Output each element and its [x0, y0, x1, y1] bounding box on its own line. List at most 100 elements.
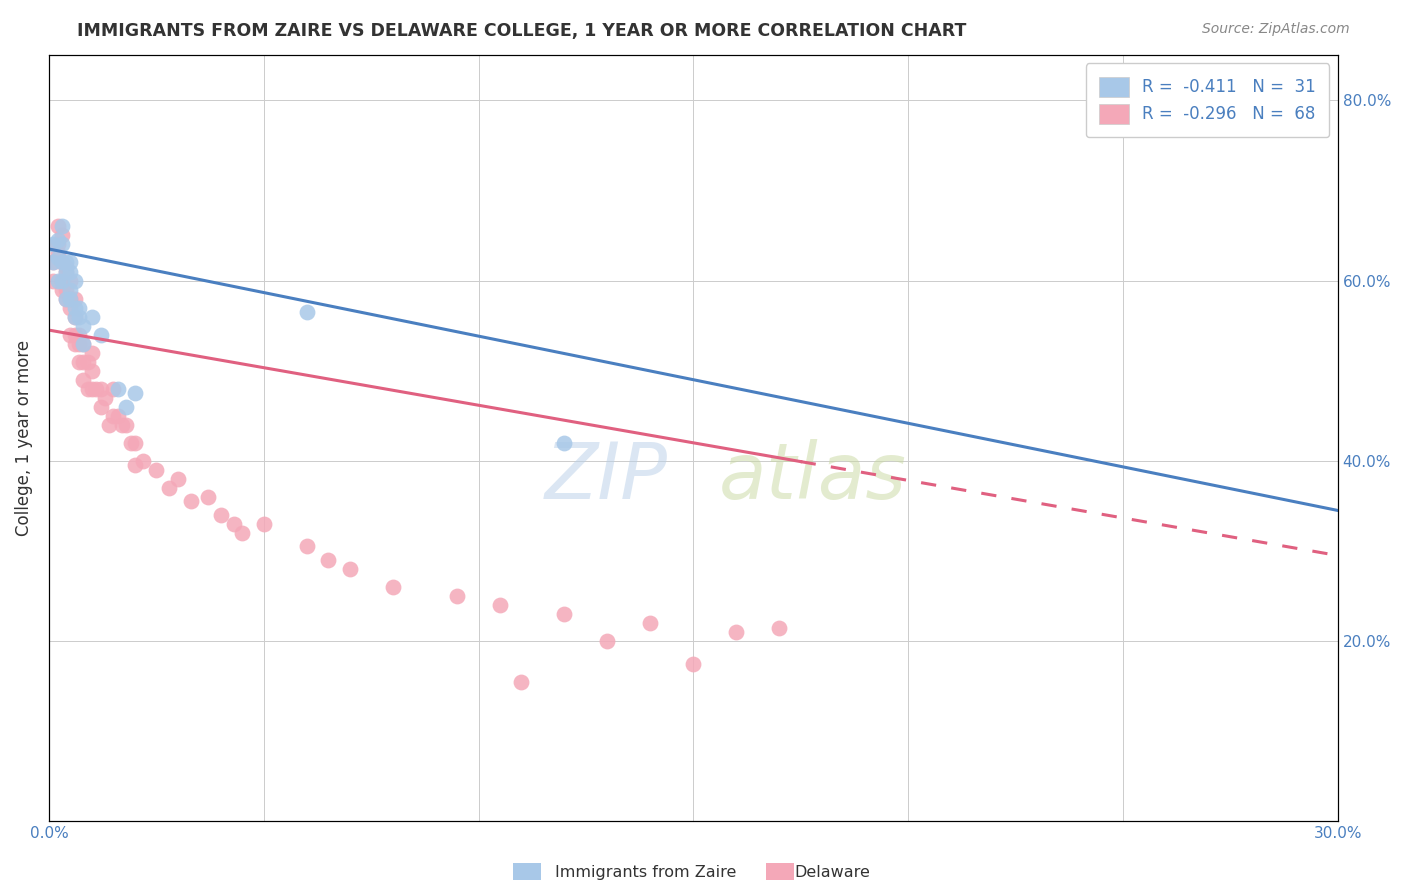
Point — [67, 301, 90, 315]
Point — [42, 237, 65, 252]
Point — [381, 580, 404, 594]
Point — [51, 219, 73, 234]
Point — [553, 607, 575, 621]
Point — [295, 540, 318, 554]
Point — [1112, 93, 1135, 107]
Point — [63, 336, 86, 351]
Point — [67, 327, 90, 342]
Point — [84, 382, 107, 396]
Point — [63, 273, 86, 287]
Point — [489, 598, 512, 612]
Point — [59, 283, 82, 297]
Point — [51, 237, 73, 252]
Y-axis label: College, 1 year or more: College, 1 year or more — [15, 340, 32, 536]
Point — [55, 292, 77, 306]
Point — [166, 472, 188, 486]
Point — [59, 264, 82, 278]
Point — [124, 386, 146, 401]
Text: Immigrants from Zaire: Immigrants from Zaire — [555, 865, 737, 880]
Point — [51, 255, 73, 269]
Point — [145, 463, 167, 477]
Point — [67, 336, 90, 351]
Point — [510, 674, 533, 689]
Point — [42, 255, 65, 269]
Point — [59, 292, 82, 306]
Point — [55, 264, 77, 278]
Point — [295, 305, 318, 319]
Point — [80, 310, 103, 324]
Point — [59, 273, 82, 287]
Point — [46, 219, 69, 234]
Point — [55, 255, 77, 269]
Point — [46, 246, 69, 260]
Point — [80, 364, 103, 378]
Point — [103, 409, 125, 423]
Legend: R =  -0.411   N =  31, R =  -0.296   N =  68: R = -0.411 N = 31, R = -0.296 N = 68 — [1085, 63, 1329, 137]
Point — [682, 657, 704, 671]
Point — [103, 382, 125, 396]
Point — [596, 634, 619, 648]
Point — [51, 255, 73, 269]
Point — [209, 508, 232, 522]
Point — [446, 589, 468, 603]
Point — [72, 354, 94, 368]
Point — [76, 354, 98, 368]
Point — [63, 292, 86, 306]
Point — [63, 327, 86, 342]
Text: atlas: atlas — [718, 439, 907, 515]
Point — [67, 354, 90, 368]
Point — [124, 435, 146, 450]
Point — [51, 283, 73, 297]
Point — [553, 435, 575, 450]
Point — [67, 310, 90, 324]
Point — [80, 382, 103, 396]
Point — [72, 318, 94, 333]
Point — [59, 327, 82, 342]
Point — [197, 490, 219, 504]
Point — [115, 417, 138, 432]
Point — [42, 273, 65, 287]
Point — [120, 435, 142, 450]
Point — [72, 373, 94, 387]
Point — [46, 251, 69, 265]
Point — [111, 417, 134, 432]
Text: Delaware: Delaware — [794, 865, 870, 880]
Point — [59, 255, 82, 269]
Point — [222, 516, 245, 531]
Point — [253, 516, 276, 531]
Point — [124, 458, 146, 473]
Point — [98, 417, 121, 432]
Point — [76, 382, 98, 396]
Text: ZIP: ZIP — [544, 439, 668, 515]
Point — [51, 273, 73, 287]
Point — [59, 292, 82, 306]
Point — [59, 301, 82, 315]
Point — [180, 494, 202, 508]
Point — [115, 400, 138, 414]
Point — [316, 553, 339, 567]
Text: IMMIGRANTS FROM ZAIRE VS DELAWARE COLLEGE, 1 YEAR OR MORE CORRELATION CHART: IMMIGRANTS FROM ZAIRE VS DELAWARE COLLEG… — [77, 22, 967, 40]
Point — [640, 616, 662, 631]
Point — [63, 310, 86, 324]
Point — [46, 233, 69, 247]
Point — [55, 260, 77, 274]
Point — [107, 382, 129, 396]
Point — [89, 400, 111, 414]
Text: Source: ZipAtlas.com: Source: ZipAtlas.com — [1202, 22, 1350, 37]
Point — [42, 255, 65, 269]
Point — [46, 273, 69, 287]
Point — [46, 237, 69, 252]
Point — [55, 264, 77, 278]
Point — [768, 621, 790, 635]
Point — [94, 391, 117, 405]
Point — [725, 625, 748, 640]
Point — [55, 292, 77, 306]
Point — [107, 409, 129, 423]
Point — [63, 310, 86, 324]
Point — [231, 525, 253, 540]
Point — [72, 336, 94, 351]
Point — [51, 273, 73, 287]
Point — [51, 228, 73, 243]
Point — [339, 562, 361, 576]
Point — [157, 481, 180, 495]
